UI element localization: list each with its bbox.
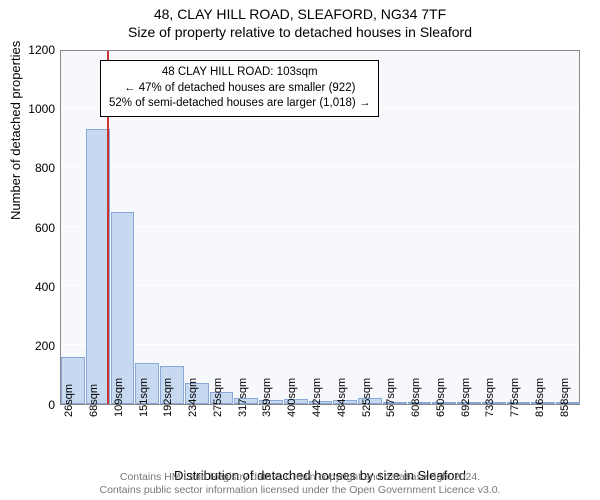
chart-container: 48, CLAY HILL ROAD, SLEAFORD, NG34 7TF S… bbox=[0, 0, 600, 500]
footer-line1: Contains HM Land Registry data © Crown c… bbox=[0, 471, 600, 485]
callout-line3: 52% of semi-detached houses are larger (… bbox=[109, 96, 370, 112]
y-tick-label: 1000 bbox=[15, 102, 55, 116]
histogram-bar bbox=[111, 212, 135, 404]
y-tick-label: 800 bbox=[15, 161, 55, 175]
y-tick-label: 0 bbox=[15, 398, 55, 412]
y-tick-label: 1200 bbox=[15, 43, 55, 57]
callout-line1: 48 CLAY HILL ROAD: 103sqm bbox=[109, 65, 370, 81]
title-address: 48, CLAY HILL ROAD, SLEAFORD, NG34 7TF bbox=[0, 0, 600, 22]
title-subtitle: Size of property relative to detached ho… bbox=[0, 22, 600, 40]
y-tick-label: 600 bbox=[15, 221, 55, 235]
y-tick-label: 200 bbox=[15, 339, 55, 353]
gridline bbox=[61, 285, 579, 286]
callout-line2: ← 47% of detached houses are smaller (92… bbox=[109, 81, 370, 97]
gridline bbox=[61, 48, 579, 49]
gridline bbox=[61, 226, 579, 227]
callout-box: 48 CLAY HILL ROAD: 103sqm ← 47% of detac… bbox=[100, 60, 379, 117]
y-axis-label: Number of detached properties bbox=[8, 41, 23, 220]
gridline bbox=[61, 344, 579, 345]
footer-line2: Contains public sector information licen… bbox=[0, 484, 600, 498]
y-tick-label: 400 bbox=[15, 280, 55, 294]
chart-area: 020040060080010001200 26sqm68sqm109sqm15… bbox=[60, 50, 580, 405]
gridline bbox=[61, 166, 579, 167]
footer: Contains HM Land Registry data © Crown c… bbox=[0, 471, 600, 498]
